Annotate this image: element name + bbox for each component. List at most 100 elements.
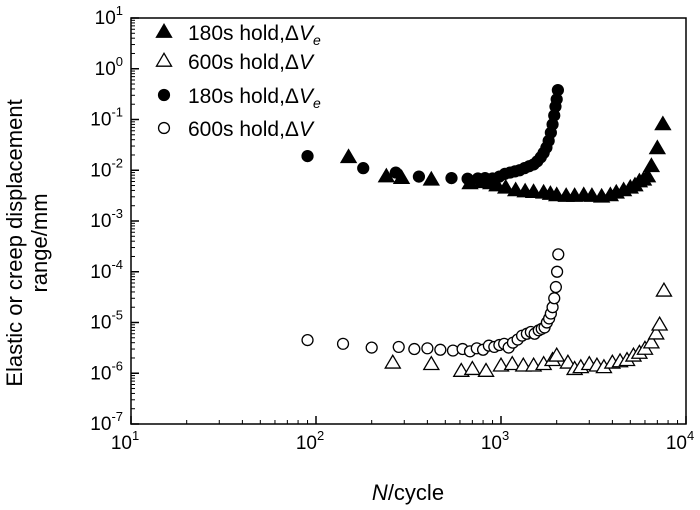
series-3 — [301, 83, 564, 185]
data-point — [384, 353, 402, 369]
data-point — [642, 157, 661, 173]
y-axis-title: Elastic or creep displacement range/mm — [2, 99, 52, 386]
y-tick-label: 100 — [95, 54, 123, 80]
data-point — [434, 343, 447, 356]
data-point — [339, 148, 358, 164]
data-point — [548, 346, 566, 362]
x-axis-title-unit: /cycle — [388, 480, 444, 505]
data-point — [559, 353, 577, 369]
legend-label: 600s hold,ΔV — [188, 118, 315, 141]
x-tick-exponent: 4 — [687, 428, 694, 443]
x-axis-title: N/cycle — [372, 480, 444, 505]
legend-label-variable: V — [299, 118, 315, 141]
x-tick-label: 102 — [296, 428, 324, 454]
y-tick-exponent: -6 — [111, 358, 123, 373]
legend-label: 180s hold,ΔVe — [188, 85, 321, 111]
legend-marker — [157, 88, 171, 102]
y-tick-label: 10-3 — [90, 206, 123, 232]
legend-label-main: 180s hold,Δ — [188, 22, 299, 45]
y-tick-exponent: 1 — [116, 3, 123, 18]
svg-text:N/cycle: N/cycle — [372, 480, 444, 505]
data-point — [336, 337, 350, 350]
y-tick-exponent: -7 — [111, 409, 123, 424]
legend-label-subscript: e — [313, 32, 321, 48]
x-tick-exponent: 2 — [317, 428, 324, 443]
data-point — [365, 341, 378, 354]
data-point — [549, 280, 562, 294]
y-tick-base: 10 — [95, 8, 116, 29]
x-axis-title-variable: N — [372, 480, 388, 505]
x-tick-base: 10 — [666, 433, 687, 454]
y-tick-exponent: -3 — [111, 206, 123, 221]
data-point — [492, 356, 510, 372]
y-tick-label: 10-5 — [90, 308, 123, 334]
y-tick-label: 10-2 — [90, 155, 123, 181]
y-tick-base: 10 — [90, 262, 111, 283]
legend-marker — [155, 52, 173, 67]
data-point — [461, 172, 474, 185]
y-tick-base: 10 — [90, 160, 111, 181]
data-point — [421, 342, 434, 355]
data-point — [377, 167, 396, 183]
data-point — [412, 170, 426, 183]
data-point — [477, 362, 495, 377]
legend-label-main: 600s hold,Δ — [188, 51, 299, 74]
y-tick-exponent: -5 — [111, 308, 123, 323]
data-point — [642, 333, 661, 349]
data-point — [301, 333, 314, 347]
y-tick-label: 10-4 — [90, 257, 123, 283]
data-point — [392, 340, 405, 354]
x-tick-base: 10 — [296, 433, 317, 454]
data-point — [638, 167, 657, 183]
y-tick-label: 10-7 — [90, 409, 123, 435]
data-point — [654, 115, 672, 131]
legend-label-main: 600s hold,Δ — [188, 118, 299, 141]
series-2 — [384, 281, 673, 377]
data-point — [647, 324, 665, 340]
legend-marker — [157, 121, 171, 135]
data-point — [551, 83, 564, 97]
data-point — [550, 265, 564, 278]
data-point — [552, 248, 565, 261]
y-tick-base: 10 — [95, 59, 116, 80]
legend-label: 600s hold,ΔV — [188, 51, 315, 74]
data-point — [408, 342, 421, 356]
data-point — [503, 355, 521, 371]
y-tick-exponent: 0 — [116, 54, 123, 69]
data-point — [650, 315, 669, 331]
data-point — [524, 183, 543, 199]
legend-label: 180s hold,ΔVe — [188, 22, 321, 48]
legend-marker — [155, 23, 173, 38]
x-tick-exponent: 1 — [132, 428, 139, 443]
data-point — [422, 170, 440, 186]
y-tick-base: 10 — [90, 414, 111, 435]
y-tick-label: 101 — [95, 3, 123, 29]
data-point — [357, 162, 370, 175]
legend-label-variable: V — [299, 85, 315, 108]
series-4 — [301, 248, 565, 358]
x-tick-label: 101 — [111, 428, 139, 454]
data-point — [389, 166, 402, 179]
y-tick-exponent: -2 — [111, 155, 123, 170]
y-tick-label: 10-1 — [90, 105, 123, 131]
y-axis-title-line-2: range/mm — [27, 193, 52, 292]
data-point — [655, 281, 673, 297]
x-tick-base: 10 — [481, 433, 502, 454]
series-1 — [339, 115, 672, 203]
x-tick-base: 10 — [111, 433, 132, 454]
data-point — [463, 360, 482, 376]
legend-label-subscript: e — [313, 95, 321, 111]
legend-label-main: 180s hold,Δ — [188, 85, 299, 108]
data-point — [548, 292, 561, 305]
y-tick-base: 10 — [90, 211, 111, 232]
data-point — [514, 356, 532, 372]
y-tick-base: 10 — [90, 110, 111, 131]
data-point — [497, 178, 515, 194]
y-tick-base: 10 — [90, 313, 111, 334]
x-tick-label: 103 — [481, 428, 509, 454]
y-tick-exponent: -1 — [111, 105, 123, 120]
y-axis-title-line-1: Elastic or creep displacement — [2, 99, 27, 386]
y-tick-label: 10-6 — [90, 358, 123, 384]
